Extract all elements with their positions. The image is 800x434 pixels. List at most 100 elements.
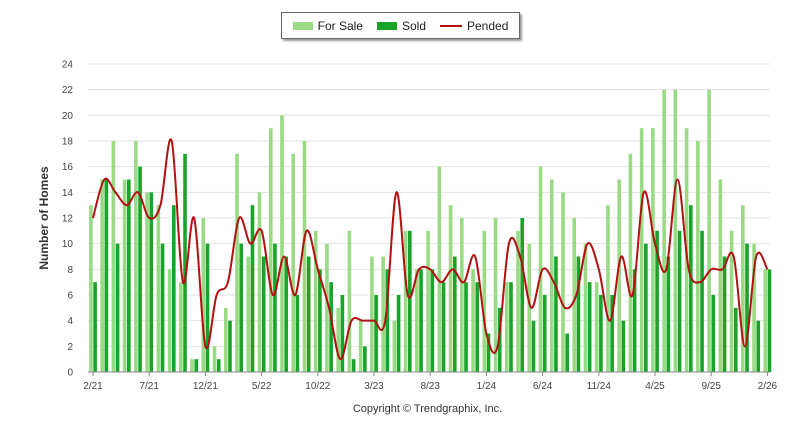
bar-sold (576, 256, 581, 372)
for-sale-swatch (292, 21, 313, 30)
y-tick-label: 16 (62, 162, 74, 173)
bar-for-sale (179, 282, 183, 372)
bar-sold (93, 282, 97, 372)
x-tick-label: 9/25 (701, 381, 721, 392)
bar-for-sale (628, 153, 633, 372)
bar-sold (329, 282, 333, 372)
bar-for-sale (504, 282, 509, 372)
bar-sold (408, 230, 412, 372)
bar-for-sale (302, 141, 307, 372)
bar-for-sale (313, 230, 318, 372)
bar-for-sale (448, 205, 453, 372)
y-tick-label: 18 (62, 137, 74, 148)
bar-sold (284, 256, 288, 372)
bar-sold (767, 269, 772, 372)
x-tick-label: 4/25 (645, 381, 665, 392)
y-tick-label: 4 (67, 316, 73, 327)
bar-sold (374, 295, 378, 372)
bar-for-sale (392, 320, 397, 372)
bar-sold (149, 192, 154, 372)
y-tick-label: 10 (62, 239, 74, 250)
bar-for-sale (100, 179, 104, 372)
x-tick-label: 2/21 (83, 381, 103, 392)
bar-for-sale (325, 243, 329, 372)
bar-sold (610, 295, 614, 372)
bar-for-sale (415, 269, 419, 372)
bar-for-sale (729, 230, 734, 372)
bar-for-sale (358, 320, 363, 372)
y-tick-label: 6 (67, 291, 73, 302)
bar-sold (430, 269, 435, 372)
bar-for-sale (460, 218, 464, 372)
x-tick-label: 2/26 (758, 381, 778, 392)
bar-for-sale (370, 256, 374, 372)
bar-for-sale (201, 218, 206, 372)
bar-sold (228, 320, 232, 372)
bar-sold (261, 256, 266, 372)
bar-sold (183, 153, 187, 372)
y-tick-label: 2 (67, 342, 73, 353)
y-axis-title: Number of Homes (37, 166, 51, 270)
bar-for-sale (212, 346, 217, 372)
bar-sold (194, 359, 199, 372)
legend-label-pended: Pended (467, 18, 509, 33)
bar-sold (306, 256, 311, 372)
bar-for-sale (156, 205, 161, 372)
bar-for-sale (471, 269, 475, 372)
bar-for-sale (223, 307, 228, 372)
bar-sold (475, 282, 480, 372)
bar-for-sale (572, 218, 577, 372)
bar-sold (554, 256, 558, 372)
x-tick-label: 12/21 (193, 381, 218, 392)
bar-for-sale (662, 89, 666, 373)
bar-for-sale (673, 89, 678, 373)
bar-for-sale (639, 128, 644, 372)
y-tick-label: 22 (62, 85, 74, 96)
pended-swatch (440, 24, 462, 27)
bar-for-sale (594, 282, 599, 372)
x-tick-label: 1/24 (477, 381, 497, 392)
bar-sold (239, 243, 244, 372)
legend-item-sold[interactable]: Sold (376, 19, 426, 33)
legend-label-for-sale: For Sale (317, 18, 363, 33)
x-tick-label: 7/21 (139, 381, 159, 392)
bar-sold (340, 295, 345, 372)
bar-sold (138, 166, 142, 372)
bar-sold (599, 295, 603, 372)
bar-for-sale (190, 359, 194, 372)
bar-sold (689, 205, 693, 372)
bar-for-sale (291, 153, 296, 372)
bar-for-sale (381, 256, 385, 372)
y-tick-label: 0 (67, 368, 73, 379)
bar-sold (160, 243, 165, 372)
bar-for-sale (741, 205, 745, 372)
bar-sold (565, 333, 569, 372)
bar-sold (509, 282, 513, 372)
bar-sold (385, 269, 390, 372)
bar-for-sale (167, 269, 172, 372)
bar-sold (441, 282, 446, 372)
bar-for-sale (347, 230, 352, 372)
y-tick-label: 12 (62, 214, 74, 225)
bar-sold (700, 230, 704, 372)
bar-sold (115, 243, 120, 372)
bars (89, 89, 772, 373)
bar-for-sale (718, 179, 723, 372)
pended-series-line (92, 138, 769, 361)
x-tick-label: 6/24 (533, 381, 553, 392)
legend-item-pended[interactable]: Pended (440, 19, 508, 33)
bar-for-sale (549, 179, 554, 372)
bar-for-sale (437, 166, 442, 372)
sold-swatch (376, 21, 397, 30)
bar-sold (531, 320, 536, 372)
bar-for-sale (111, 141, 116, 372)
bar-for-sale (561, 192, 565, 372)
x-tick-label: 8/23 (420, 381, 440, 392)
bar-sold (419, 269, 423, 372)
bar-sold (127, 179, 131, 372)
bar-for-sale (583, 243, 588, 372)
bar-for-sale (122, 179, 127, 372)
legend-item-for-sale[interactable]: For Sale (292, 18, 363, 33)
bar-for-sale (651, 128, 655, 372)
